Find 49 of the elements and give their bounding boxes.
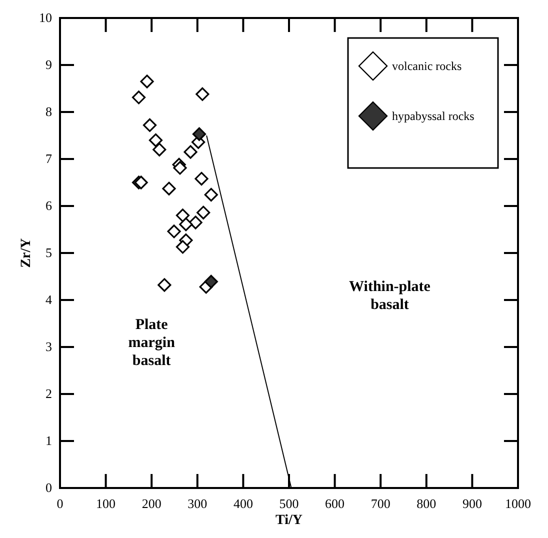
annotation: Plate margin basalt	[128, 317, 176, 369]
x-tick-label: 0	[56, 496, 64, 511]
x-tick-label: 100	[96, 496, 116, 511]
y-tick-label: 6	[46, 198, 52, 213]
x-tick-label: 1000	[505, 496, 531, 511]
point	[167, 224, 181, 238]
point	[158, 278, 172, 292]
point	[204, 274, 218, 288]
legend-label: volcanic rocks	[392, 59, 462, 73]
point	[152, 142, 166, 156]
x-axis-title: Ti/Y	[276, 513, 302, 528]
x-tick-label: 500	[279, 496, 299, 511]
x-tick-label: 900	[462, 496, 482, 511]
point	[148, 133, 163, 147]
x-tick-label: 800	[416, 496, 436, 511]
point	[184, 145, 198, 159]
y-tick-label: 1	[46, 433, 52, 448]
point	[196, 87, 210, 101]
y-tick-label: 7	[46, 151, 52, 166]
y-tick-label: 10	[39, 10, 52, 25]
x-tick-label: 600	[325, 496, 345, 511]
point	[204, 188, 218, 202]
point	[142, 118, 157, 132]
y-tick-label: 4	[46, 292, 52, 307]
point	[188, 216, 202, 230]
point	[132, 90, 146, 104]
y-tick-label: 3	[46, 339, 52, 354]
point	[134, 176, 148, 190]
point	[173, 161, 187, 175]
y-tick-label: 2	[46, 386, 52, 401]
y-tick-label: 8	[46, 104, 52, 119]
x-tick-label: 400	[233, 496, 253, 511]
annotation: Within-plate basalt	[349, 279, 431, 313]
x-tick-label: 700	[370, 496, 390, 511]
point	[176, 208, 190, 222]
point	[176, 240, 190, 254]
legend-label: hypabyssal rocks	[392, 109, 475, 123]
y-axis-title: Zr/Y	[19, 238, 34, 268]
y-tick-label: 9	[46, 57, 52, 72]
point	[179, 218, 193, 232]
point	[162, 182, 176, 196]
point	[196, 206, 210, 220]
point	[194, 172, 208, 186]
x-tick-label: 300	[188, 496, 208, 511]
x-tick-label: 200	[142, 496, 162, 511]
point	[140, 74, 154, 88]
y-tick-label: 0	[46, 480, 52, 495]
y-tick-label: 5	[46, 245, 52, 260]
point	[192, 127, 206, 141]
